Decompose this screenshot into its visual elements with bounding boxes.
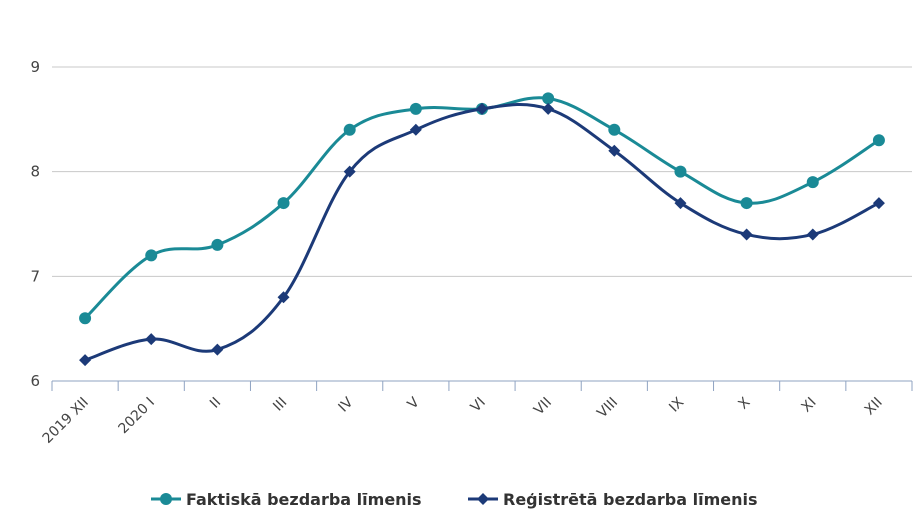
x-tick-label: XI (799, 395, 820, 416)
data-point[interactable] (476, 102, 488, 115)
data-point[interactable] (674, 165, 687, 178)
x-tick-label: IX (666, 394, 687, 415)
data-point[interactable] (409, 123, 422, 136)
data-point[interactable] (343, 123, 356, 136)
data-point[interactable] (872, 197, 885, 210)
series-layer (79, 92, 885, 367)
data-point[interactable] (409, 102, 422, 115)
y-axis-ticks: 6 7 8 9 (30, 58, 40, 390)
legend-label: Reģistrētā bezdarba līmenis (503, 490, 758, 509)
data-point[interactable] (740, 197, 753, 210)
legend-item-2[interactable]: Reģistrētā bezdarba līmenis (468, 490, 758, 509)
y-tick-label: 6 (30, 372, 40, 390)
series-line-1 (83, 96, 881, 320)
x-tick-label: V (405, 394, 423, 412)
data-point[interactable] (740, 228, 753, 241)
data-point[interactable] (211, 238, 224, 251)
data-point[interactable] (277, 197, 290, 210)
x-tick-label: VII (531, 395, 555, 419)
legend-item-1[interactable]: Faktiskā bezdarba līmenis (151, 490, 422, 509)
x-tick-label: IV (336, 394, 357, 415)
data-point[interactable] (79, 312, 92, 325)
series-line-2 (83, 103, 881, 362)
x-tick-label: VI (468, 395, 489, 416)
legend-label: Faktiskā bezdarba līmenis (186, 490, 422, 509)
y-tick-label: 7 (30, 267, 40, 285)
data-point[interactable] (211, 343, 224, 356)
data-point[interactable] (277, 291, 290, 304)
data-point[interactable] (79, 354, 92, 367)
data-point[interactable] (145, 333, 158, 346)
x-tick-label: III (270, 395, 290, 415)
y-tick-label: 9 (30, 58, 40, 76)
data-point[interactable] (343, 165, 356, 178)
data-point[interactable] (542, 102, 555, 115)
data-point[interactable] (608, 144, 621, 157)
legend[interactable]: Faktiskā bezdarba līmenis Reģistrētā bezd… (151, 490, 758, 509)
data-point[interactable] (806, 176, 819, 189)
x-tick-label: 2019 XII (40, 395, 92, 447)
data-point[interactable] (674, 197, 687, 210)
x-tick-label: II (207, 395, 224, 412)
x-tick-label: VIII (594, 395, 621, 422)
x-tick-label: XII (862, 395, 886, 419)
x-tick-label: X (735, 394, 753, 412)
legend-marker (160, 493, 172, 505)
legend-marker (477, 493, 489, 505)
data-point[interactable] (542, 92, 555, 105)
data-point[interactable] (145, 249, 158, 262)
x-axis: 2019 XII 2020 I II III IV V VI VII VIII IX X XI XII (40, 380, 913, 447)
x-tick-label: 2020 I (115, 395, 158, 438)
data-point[interactable] (608, 123, 621, 136)
y-tick-label: 8 (30, 163, 40, 181)
data-point[interactable] (806, 228, 819, 241)
grid-lines (52, 66, 912, 277)
data-point[interactable] (872, 134, 885, 147)
